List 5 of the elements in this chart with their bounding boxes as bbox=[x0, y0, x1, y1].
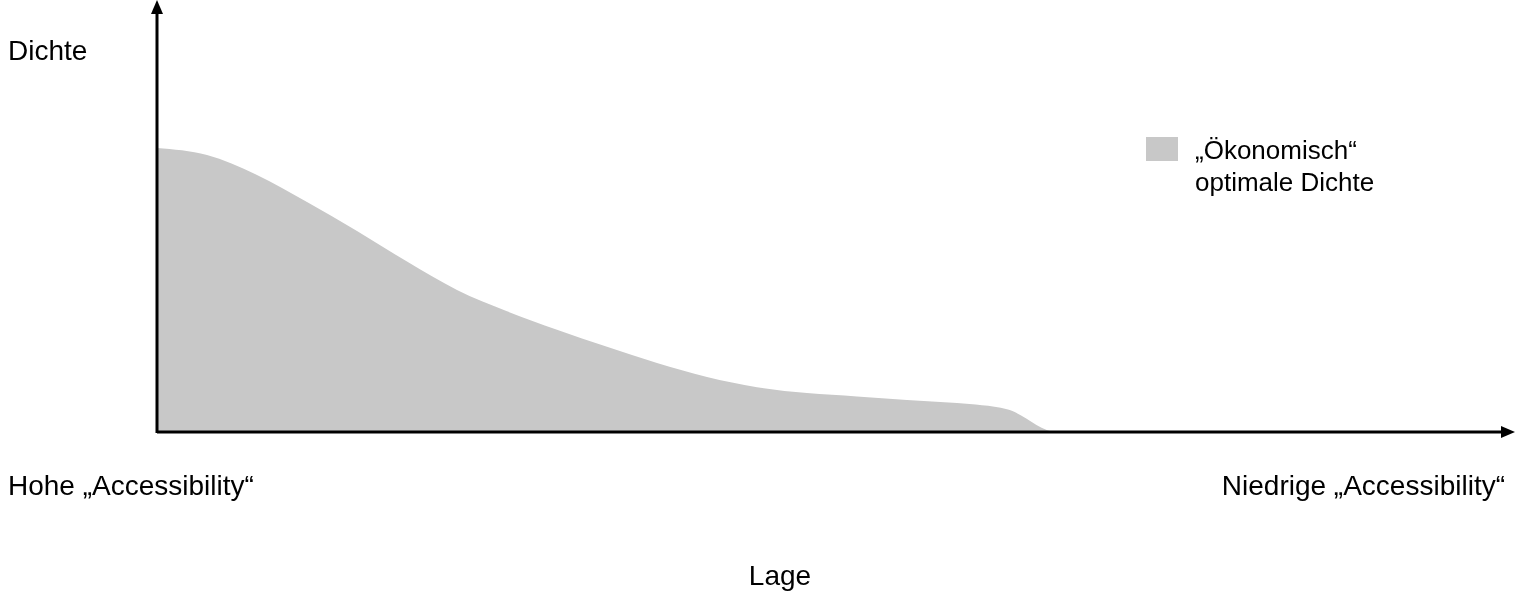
text: Niedrige „Accessibility“ bbox=[1221, 470, 1505, 501]
y-axis-title: Dichte bbox=[8, 35, 88, 66]
legend-label: „Ökonomisch“ optimale Dichte bbox=[1195, 135, 1375, 197]
text: Hohe „Accessibility“ bbox=[8, 470, 254, 501]
x-axis-title: Lage bbox=[748, 560, 812, 591]
